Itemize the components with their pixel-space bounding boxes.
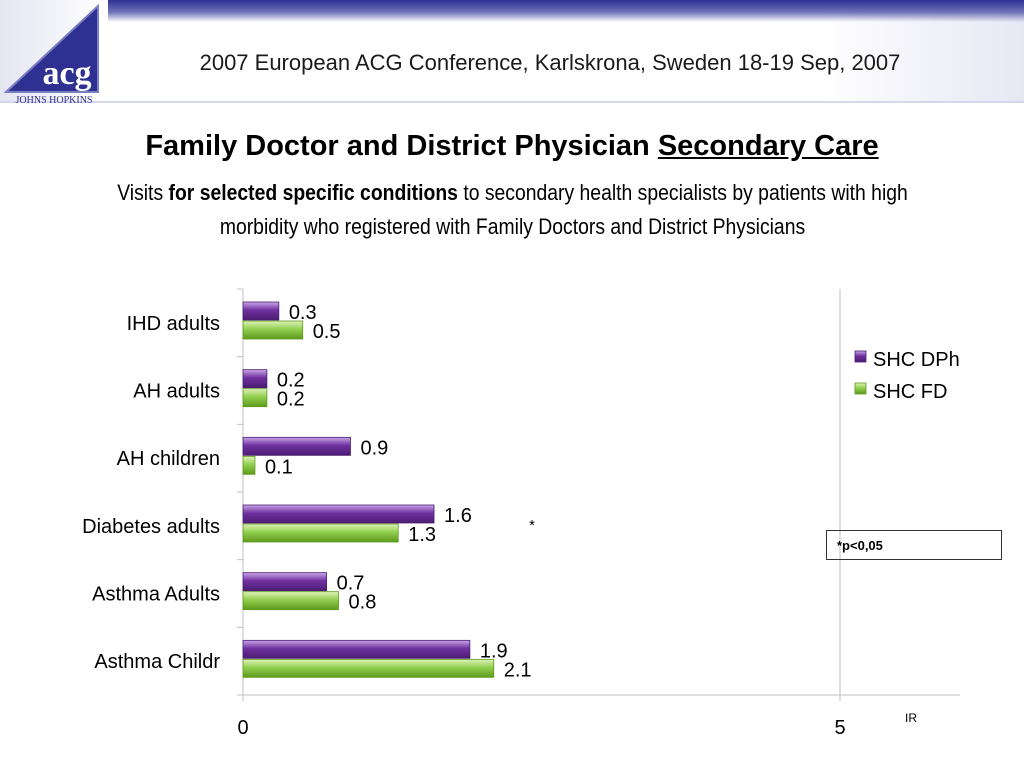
legend-label: SHC FD	[873, 381, 947, 403]
data-label: 0.9	[360, 437, 388, 459]
bar-shc-dph	[242, 504, 435, 524]
bar-shc-dph	[242, 301, 280, 321]
logo-org: JOHNS HOPKINS	[16, 95, 93, 106]
header-bar	[0, 0, 1024, 103]
page-title-emphasis: Secondary Care	[657, 130, 879, 162]
legend-swatch	[854, 350, 867, 363]
subtitle-rest: to secondary health specialists by patie…	[219, 180, 908, 239]
legend-swatch	[854, 382, 867, 395]
header-divider	[0, 101, 1024, 103]
bar-shc-fd	[242, 658, 495, 678]
page-subtitle: Visits for selected specific conditions …	[97, 176, 929, 244]
bar-shc-fd	[242, 523, 399, 543]
bar-shc-fd	[242, 591, 339, 611]
legend-label: SHC DPh	[873, 349, 960, 371]
data-label: 1.6	[444, 505, 472, 527]
bar-shc-dph	[242, 436, 351, 456]
category-label: AH adults	[133, 381, 220, 403]
x-axis-label: IR	[905, 711, 917, 725]
data-label: 2.1	[504, 659, 532, 681]
x-tick-label: 0	[237, 717, 248, 739]
category-label: Asthma Adults	[92, 584, 220, 606]
bar-shc-fd	[242, 388, 268, 408]
bar-shc-dph	[242, 639, 471, 659]
data-label: 0.8	[349, 592, 377, 614]
data-label: 1.9	[480, 640, 508, 662]
data-label: 0.1	[265, 456, 293, 478]
data-label: 1.3	[408, 524, 436, 546]
acg-logo: acg JOHNS HOPKINS	[4, 4, 99, 106]
significance-note: *p<0,05	[826, 530, 1002, 560]
header-gradient-band	[108, 0, 1024, 22]
bar-shc-dph	[242, 572, 327, 592]
data-label: 0.7	[337, 573, 365, 595]
bar-shc-dph	[242, 369, 268, 389]
category-label: IHD adults	[127, 313, 220, 335]
page-title: Family Doctor and District Physician Sec…	[0, 130, 1024, 163]
data-label: 0.5	[313, 321, 341, 343]
bar-shc-fd	[242, 320, 304, 340]
conference-title: 2007 European ACG Conference, Karlskrona…	[199, 50, 901, 75]
page-title-main: Family Doctor and District Physician	[145, 130, 650, 162]
category-label: Diabetes adults	[82, 516, 220, 538]
data-label: 0.2	[277, 370, 305, 392]
data-label: 0.3	[289, 302, 317, 324]
subtitle-bold: for selected specific conditions	[168, 180, 458, 205]
category-label: AH children	[117, 448, 220, 470]
logo-mark: acg	[42, 55, 91, 92]
significance-marker: *	[529, 517, 535, 534]
subtitle-lead: Visits	[117, 180, 164, 205]
category-label: Asthma Childr	[94, 651, 220, 673]
bar-shc-fd	[242, 455, 256, 475]
data-label: 0.2	[277, 389, 305, 411]
x-tick-label: 5	[834, 717, 845, 739]
